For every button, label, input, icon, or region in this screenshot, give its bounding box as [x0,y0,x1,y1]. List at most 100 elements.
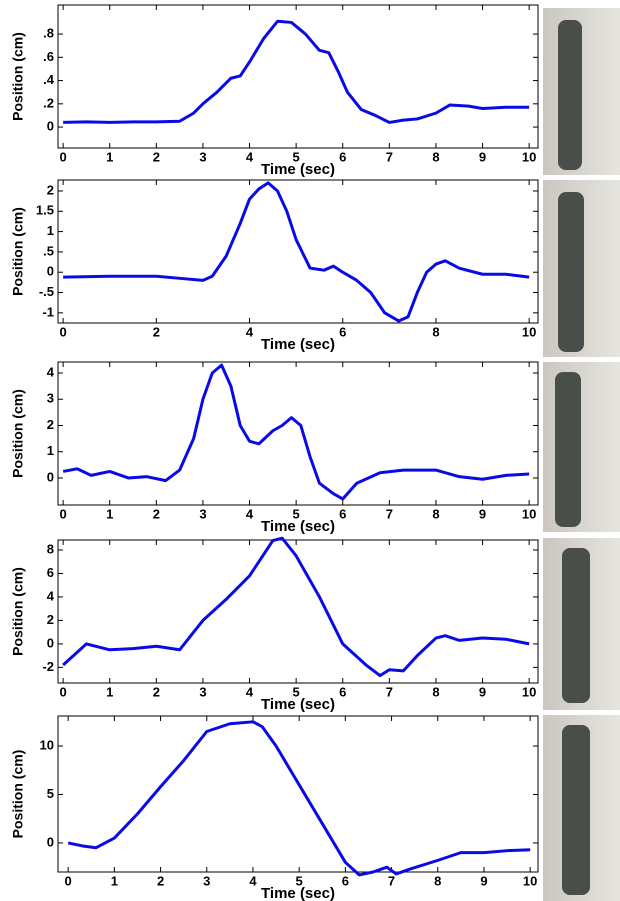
y-tick-label: 5 [47,786,54,801]
photos [543,8,620,901]
x-tick-label: 0 [65,873,72,888]
x-tick-label: 3 [199,149,206,164]
x-tick-label: 4 [246,684,254,699]
photo [543,362,620,532]
x-tick-label: 9 [479,684,486,699]
x-tick-label: 4 [246,324,254,339]
y-tick-label: 1.5 [36,203,54,218]
x-tick-label: 10 [522,506,536,521]
x-tick-label: 1 [106,149,113,164]
y-tick-label: 1 [47,443,54,458]
x-tick-label: 6 [339,324,346,339]
y-tick-label: 10 [40,737,54,752]
x-tick-label: 8 [432,506,439,521]
y-tick-label: -1 [42,304,54,319]
data-line [63,19,530,124]
x-tick-label: 8 [432,324,439,339]
y-tick-label: .2 [43,95,54,110]
y-tick-label: 0 [47,264,54,279]
robot [562,725,590,895]
x-tick-label: 6 [339,506,346,521]
x-tick-label: 0 [60,149,67,164]
x-tick-label: 0 [60,324,67,339]
x-tick-label: 4 [246,506,254,521]
y-tick-label: 4 [47,588,55,603]
x-tick-label: 8 [432,149,439,164]
y-tick-label: 2 [47,417,54,432]
robot [558,192,584,352]
y-axis-label: Position (cm) [10,207,26,296]
plot-frame [57,715,539,873]
x-tick-label: 4 [246,149,254,164]
y-tick-label: 3 [47,391,54,406]
x-axis-label: Time (sec) [261,161,335,178]
x-tick-label: 1 [106,506,113,521]
x-tick-label: 2 [157,873,164,888]
y-tick-label: .5 [43,243,54,258]
y-tick-label: 0 [47,834,54,849]
data-line [62,363,530,501]
x-tick-label: 7 [388,873,395,888]
y-tick-label: 8 [47,541,54,556]
x-tick-label: 2 [153,324,160,339]
y-tick-label: .8 [43,26,54,41]
x-tick-label: 2 [153,684,160,699]
plot-frame [57,361,539,506]
y-axis-label: Position (cm) [10,567,26,656]
x-tick-label: 0 [60,684,67,699]
x-tick-label: 10 [522,684,536,699]
x-tick-label: 2 [153,506,160,521]
y-axis-label: Position (cm) [10,32,26,121]
y-tick-label: 2 [47,612,54,627]
x-tick-label: 7 [386,684,393,699]
y-tick-label: 1 [47,223,54,238]
y-axis-label: Position (cm) [10,750,26,839]
y-tick-label: 0 [47,635,54,650]
y-tick-label: .6 [43,49,54,64]
x-tick-label: 9 [479,149,486,164]
x-tick-label: 4 [249,873,257,888]
x-tick-label: 10 [522,149,536,164]
x-tick-label: 5 [293,149,300,164]
x-tick-label: 5 [296,873,303,888]
robot [558,20,582,170]
x-tick-label: 7 [386,506,393,521]
x-tick-label: 7 [386,149,393,164]
x-axis-label: Time (sec) [261,885,335,901]
x-tick-label: 6 [339,149,346,164]
y-tick-label: 0 [47,119,54,134]
x-tick-label: 1 [111,873,118,888]
y-tick-label: -.5 [39,284,54,299]
plot-frame [57,179,539,324]
plot-frame [57,539,539,684]
x-tick-label: 3 [199,506,206,521]
x-tick-label: 6 [342,873,349,888]
robot [562,548,590,703]
x-tick-label: 9 [480,873,487,888]
x-tick-label: 9 [479,506,486,521]
x-tick-label: 0 [60,506,67,521]
x-tick-label: 6 [339,684,346,699]
y-tick-label: 4 [47,364,55,379]
x-tick-label: 5 [293,684,300,699]
plot-frame [57,4,539,149]
y-tick-label: .4 [43,72,55,87]
x-tick-label: 3 [203,873,210,888]
x-tick-label: 2 [153,149,160,164]
data-line [62,536,530,678]
y-tick-label: 6 [47,565,54,580]
x-axis-label: Time (sec) [261,336,335,353]
x-tick-label: 1 [106,684,113,699]
y-axis-label: Position (cm) [10,389,26,478]
x-tick-label: 8 [432,684,439,699]
y-tick-label: -2 [42,659,54,674]
x-axis-label: Time (sec) [261,518,335,535]
data-line [67,720,531,877]
x-tick-label: 10 [522,324,536,339]
robot [555,372,581,527]
x-tick-label: 3 [199,684,206,699]
x-axis-label: Time (sec) [261,696,335,713]
x-tick-label: 8 [434,873,441,888]
data-line [63,181,530,323]
